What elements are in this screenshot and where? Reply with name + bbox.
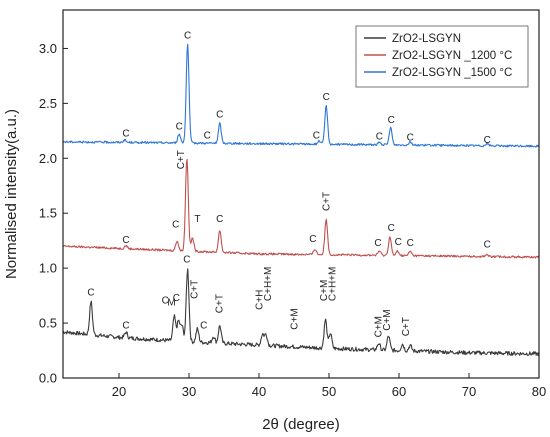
y-tick-label: 3.0 (39, 41, 57, 56)
peak-annotation: C (388, 115, 395, 126)
peak-annotation: C (173, 293, 180, 304)
peak-annotation: C (184, 31, 191, 42)
peak-annotation: C (176, 122, 183, 133)
peak-annotation: T (194, 214, 200, 225)
peak-annotation: C (200, 321, 207, 332)
peak-annotation: C (374, 238, 381, 249)
peak-annotation: C+M (374, 316, 385, 337)
peak-annotation: C+M (382, 309, 393, 330)
x-tick-label: 50 (322, 384, 336, 399)
peak-annotation: C (172, 220, 179, 231)
y-tick-label: 2.5 (39, 96, 57, 111)
x-tick-label: 80 (532, 384, 546, 399)
peak-annotation: C (323, 92, 330, 103)
x-tick-label: 60 (392, 384, 406, 399)
peak-annotation: C+T (189, 280, 200, 299)
peak-annotation: C+M (319, 280, 330, 301)
y-tick-label: 2.0 (39, 151, 57, 166)
peak-annotation: C (162, 295, 169, 306)
y-tick-label: 1.5 (39, 206, 57, 221)
x-axis-label: 2θ (degree) (262, 416, 340, 433)
peak-annotation: C (87, 288, 94, 299)
legend-label: ZrO2-LSGYN _1200 °C (392, 50, 512, 62)
peak-annotation: C (122, 235, 129, 246)
peak-annotation: C (484, 135, 491, 146)
y-tick-label: 0.5 (39, 316, 57, 331)
x-tick-label: 40 (252, 384, 266, 399)
peak-annotation: C (407, 238, 414, 249)
legend-box (355, 25, 529, 88)
peak-annotation: C+T (215, 294, 226, 313)
peak-annotation: C (122, 321, 129, 332)
series-line (62, 43, 540, 148)
series-layer (62, 43, 540, 357)
peak-annotation: C (484, 239, 491, 250)
peak-annotation: C+H+M (327, 267, 338, 301)
legend-label: ZrO2-LSGYN _1500 °C (392, 67, 512, 79)
peak-annotation: C (204, 131, 211, 142)
peak-annotation: C+T (401, 317, 412, 336)
y-tick-label: 1.0 (39, 261, 57, 276)
x-tick-label: 70 (462, 384, 476, 399)
peak-annotation: C+M (290, 308, 301, 329)
peak-annotation: C (388, 223, 395, 234)
peak-annotation: C+T (176, 150, 187, 169)
x-tick-label: 20 (112, 384, 126, 399)
peak-annotation: C (183, 255, 190, 266)
series-line (62, 268, 540, 357)
peak-annotation: M (167, 298, 175, 309)
series-line (62, 158, 540, 259)
peak-annotation: C (313, 131, 320, 142)
x-tick-label: 30 (182, 384, 196, 399)
peak-annotation: C+H (255, 290, 266, 310)
peak-annotation: C (407, 133, 414, 144)
peak-annotation: C (376, 132, 383, 143)
ticks-layer: 20 30 40 50 60 70 80 0.0 0.5 1.0 1.5 2.0 2.5 3.0 (39, 41, 546, 399)
peak-annotation: C (309, 234, 316, 245)
peak-annotation: C (216, 214, 223, 225)
y-axis-label: Normalised intensity(a.u.) (3, 109, 20, 279)
y-tick-label: 0.0 (39, 371, 57, 386)
legend: ZrO2-LSGYN ZrO2-LSGYN _1200 °C ZrO2-LSGYN … (355, 25, 529, 88)
peak-annotation: C+H+M (263, 267, 274, 301)
plot-frame (62, 9, 540, 379)
peak-annotation: C+T (322, 192, 333, 211)
peak-annotation: C (122, 128, 129, 139)
peak-annotation: C (216, 110, 223, 121)
peak-annotation: C (395, 237, 402, 248)
legend-label: ZrO2-LSGYN (392, 33, 461, 45)
